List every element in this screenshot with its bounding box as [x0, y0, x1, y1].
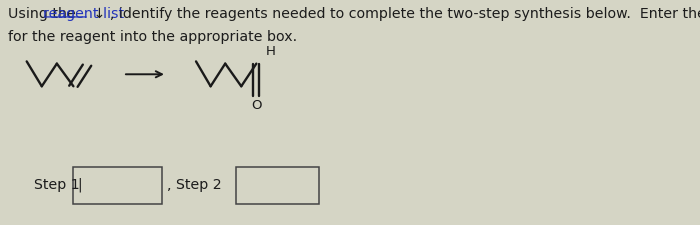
Bar [237, 167, 319, 204]
Text: H: H [266, 45, 276, 58]
Bar [74, 167, 162, 204]
Text: reagent list: reagent list [43, 7, 125, 21]
Text: , Step 2: , Step 2 [167, 178, 222, 192]
Text: Step 1: Step 1 [34, 178, 80, 192]
Text: |: | [77, 178, 82, 192]
Text: for the reagent into the appropriate box.: for the reagent into the appropriate box… [8, 30, 297, 44]
Text: ↓ , identify the reagents needed to complete the two-step synthesis below.  Ente: ↓ , identify the reagents needed to comp… [89, 7, 700, 21]
Text: O: O [251, 99, 262, 112]
Text: Using the: Using the [8, 7, 81, 21]
